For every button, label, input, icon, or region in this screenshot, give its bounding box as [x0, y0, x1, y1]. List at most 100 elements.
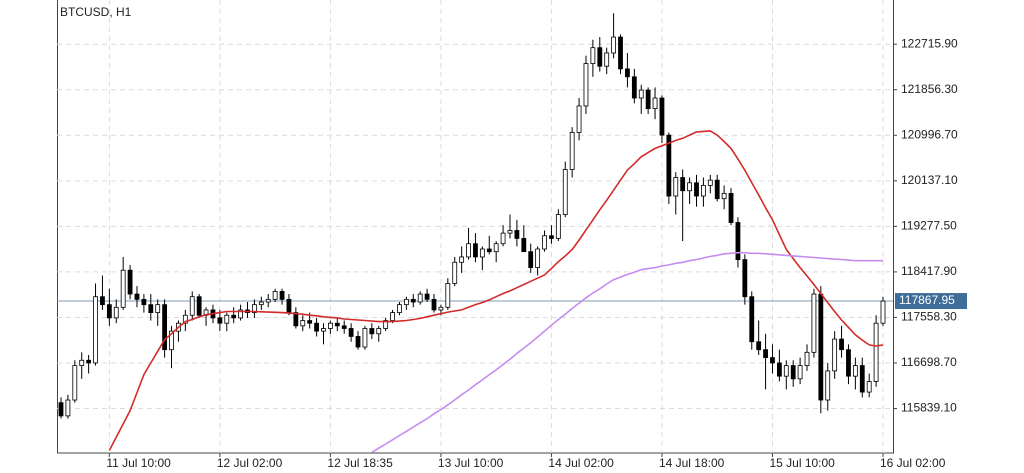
- candle-body: [707, 179, 713, 186]
- x-tick-label: 12 Jul 02:00: [217, 456, 283, 470]
- candle-body: [721, 192, 727, 200]
- candle-body: [832, 338, 838, 372]
- candle-body: [113, 306, 119, 319]
- candle-body: [521, 238, 527, 253]
- candle-body: [749, 296, 755, 343]
- candle-body: [355, 336, 361, 348]
- candle-body: [839, 338, 844, 351]
- candle-body: [106, 304, 112, 319]
- candle-body: [859, 365, 865, 393]
- y-tick-label: 121856.30: [901, 82, 958, 96]
- candle-body: [196, 296, 202, 316]
- candle-body: [687, 182, 692, 192]
- x-tick-label: 14 Jul 18:00: [659, 456, 725, 470]
- candle-body: [141, 298, 147, 306]
- candle-body: [238, 309, 243, 319]
- candle-body: [880, 300, 886, 324]
- candle-body: [258, 301, 264, 306]
- candle-body: [383, 320, 389, 329]
- candle-body: [390, 312, 395, 321]
- candle-body: [438, 306, 444, 311]
- candle-body: [376, 328, 382, 335]
- candle-body: [127, 269, 133, 295]
- candle-body: [562, 169, 568, 215]
- candle-body: [217, 317, 223, 324]
- candle-body: [528, 251, 534, 268]
- candle-body: [300, 320, 306, 327]
- candle-body: [507, 230, 513, 234]
- candle-body: [680, 177, 686, 192]
- candle-body: [134, 293, 140, 300]
- candle-body: [265, 298, 271, 303]
- candle-body: [742, 259, 748, 298]
- candle-body: [314, 322, 319, 332]
- candle-body: [362, 328, 368, 348]
- candle-body: [652, 97, 658, 110]
- candle-body: [618, 36, 623, 70]
- candle-body: [728, 192, 734, 223]
- candle-body: [866, 381, 872, 393]
- candle-body: [155, 304, 161, 313]
- candle-body: [272, 291, 278, 300]
- candle-body: [694, 182, 699, 197]
- candle-body: [783, 365, 789, 377]
- candle-body: [597, 47, 603, 67]
- candle-body: [424, 293, 430, 300]
- candle-body: [852, 365, 858, 377]
- x-tick-label: 15 Jul 10:00: [769, 456, 835, 470]
- candle-body: [818, 293, 824, 401]
- y-tick-label: 116698.70: [901, 355, 957, 369]
- candle-body: [162, 304, 168, 351]
- candle-body: [555, 214, 561, 239]
- candle-body: [120, 269, 126, 308]
- y-tick-label: 120137.10: [901, 173, 958, 187]
- candle-body: [611, 36, 617, 54]
- candle-body: [72, 365, 78, 401]
- candle-body: [459, 256, 465, 263]
- candle-body: [252, 304, 257, 313]
- x-tick-label: 12 Jul 18:35: [327, 456, 393, 470]
- moving-average: [108, 130, 884, 451]
- candle-body: [417, 293, 423, 303]
- candle-body: [735, 222, 741, 261]
- candle-body: [293, 312, 299, 327]
- candle-body: [307, 320, 313, 324]
- y-tick-label: 120996.70: [901, 127, 958, 141]
- candle-body: [811, 293, 817, 353]
- candle-body: [86, 359, 92, 364]
- candle-body: [189, 296, 195, 316]
- candle-body: [403, 298, 409, 306]
- x-tick-label: 11 Jul 10:00: [106, 456, 171, 470]
- candle-body: [873, 322, 879, 382]
- last-price-label: 117867.95: [899, 293, 955, 307]
- candle-body: [493, 243, 499, 253]
- candle-body: [763, 349, 768, 359]
- candle-body: [535, 248, 541, 268]
- candle-body: [486, 248, 492, 253]
- candle-body: [169, 330, 174, 351]
- candle-body: [431, 298, 437, 311]
- last-price-tag: [895, 293, 967, 310]
- y-tick-label: 118417.90: [901, 264, 957, 278]
- candle-body: [776, 362, 782, 377]
- candle-body: [804, 351, 810, 366]
- candle-body: [445, 283, 451, 308]
- y-tick-label: 117558.30: [901, 310, 957, 324]
- candle-body: [542, 235, 547, 250]
- candle-body: [631, 76, 637, 99]
- chart-title: BTCUSD, H1: [60, 5, 132, 19]
- candle-body: [549, 235, 554, 239]
- candle-body: [846, 349, 851, 377]
- candle-body: [473, 243, 478, 258]
- candle-body: [341, 325, 347, 329]
- y-tick-label: 122715.90: [901, 36, 958, 50]
- x-tick-label: 13 Jul 10:00: [438, 456, 504, 470]
- candle-body: [58, 402, 64, 417]
- candle-body: [452, 261, 458, 284]
- candle-body: [666, 134, 672, 197]
- candle-body: [279, 291, 285, 300]
- candle-body: [231, 314, 237, 319]
- candle-body: [93, 296, 98, 364]
- candle-body: [604, 52, 610, 67]
- candle-body: [65, 399, 71, 417]
